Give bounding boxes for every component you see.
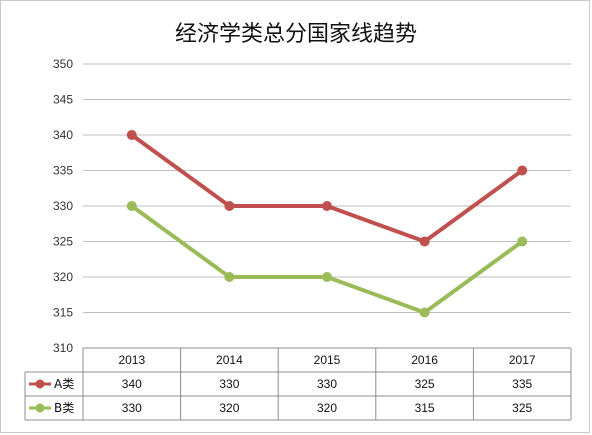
data-table-value: 325 <box>512 401 532 415</box>
legend-key-marker <box>35 403 45 413</box>
y-tick-label: 335 <box>53 164 73 178</box>
legend-label: B类 <box>54 401 74 415</box>
data-point <box>126 130 137 140</box>
legend-key-marker <box>35 379 45 389</box>
x-category-label: 2017 <box>509 353 536 367</box>
series-group <box>126 130 528 318</box>
data-point <box>224 272 235 282</box>
y-tick-label: 350 <box>53 57 73 71</box>
data-table-value: 335 <box>512 377 532 391</box>
data-point <box>322 272 332 282</box>
x-category-label: 2014 <box>216 353 243 367</box>
data-point <box>419 236 430 247</box>
data-table-value: 325 <box>415 377 435 391</box>
chart-title: 经济学类总分国家线趋势 <box>175 22 417 47</box>
data-point <box>419 307 430 318</box>
legend-label: A类 <box>54 377 74 391</box>
y-tick-label: 340 <box>53 128 73 142</box>
data-table: 2013 2014 2015 2016 2017 A类 340 330 330 325 335 B类 3… <box>24 347 572 421</box>
x-category-label: 2013 <box>118 353 145 367</box>
data-table-value: 330 <box>122 401 142 415</box>
y-tick-label: 325 <box>53 235 73 249</box>
data-table-value: 320 <box>219 401 239 415</box>
data-table-value: 315 <box>415 401 435 415</box>
y-tick-label: 320 <box>53 270 73 284</box>
series-line <box>129 133 525 244</box>
y-tick-label: 330 <box>53 199 73 213</box>
y-tick-label: 345 <box>53 93 73 107</box>
data-point <box>517 236 528 247</box>
data-table-value: 340 <box>122 377 142 391</box>
data-table-value: 320 <box>317 401 337 415</box>
data-table-value: 330 <box>317 377 337 391</box>
y-tick-label: 310 <box>53 341 73 355</box>
gridlines <box>83 63 571 313</box>
data-point <box>224 201 235 211</box>
x-category-label: 2015 <box>314 353 341 367</box>
data-point <box>322 201 332 211</box>
series-line <box>129 204 525 315</box>
data-table-value: 330 <box>219 377 239 391</box>
y-axis: 310 315 320 325 330 335 340 345 350 <box>53 57 73 355</box>
y-tick-label: 315 <box>53 306 73 320</box>
x-category-label: 2016 <box>411 353 438 367</box>
data-point <box>126 201 137 211</box>
data-point <box>517 165 528 176</box>
